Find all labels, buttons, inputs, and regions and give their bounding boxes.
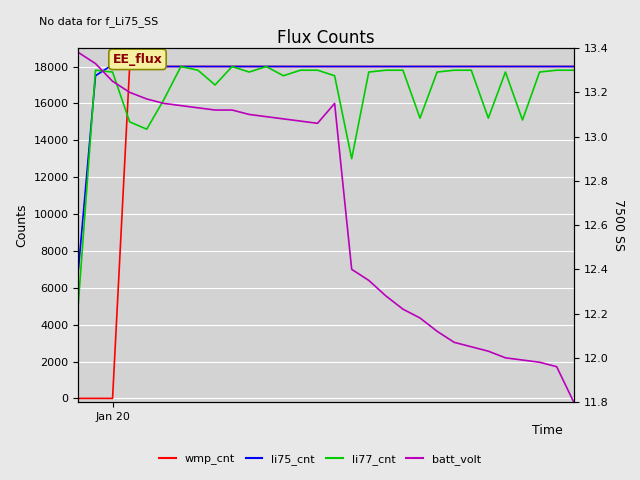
Y-axis label: 7500 SS: 7500 SS <box>612 199 625 251</box>
Legend: wmp_cnt, li75_cnt, li77_cnt, batt_volt: wmp_cnt, li75_cnt, li77_cnt, batt_volt <box>154 450 486 469</box>
Text: Time: Time <box>532 424 563 437</box>
Text: No data for f_Li75_SS: No data for f_Li75_SS <box>39 16 158 27</box>
Text: EE_flux: EE_flux <box>113 53 163 66</box>
Y-axis label: Counts: Counts <box>15 204 28 247</box>
Title: Flux Counts: Flux Counts <box>277 28 375 47</box>
